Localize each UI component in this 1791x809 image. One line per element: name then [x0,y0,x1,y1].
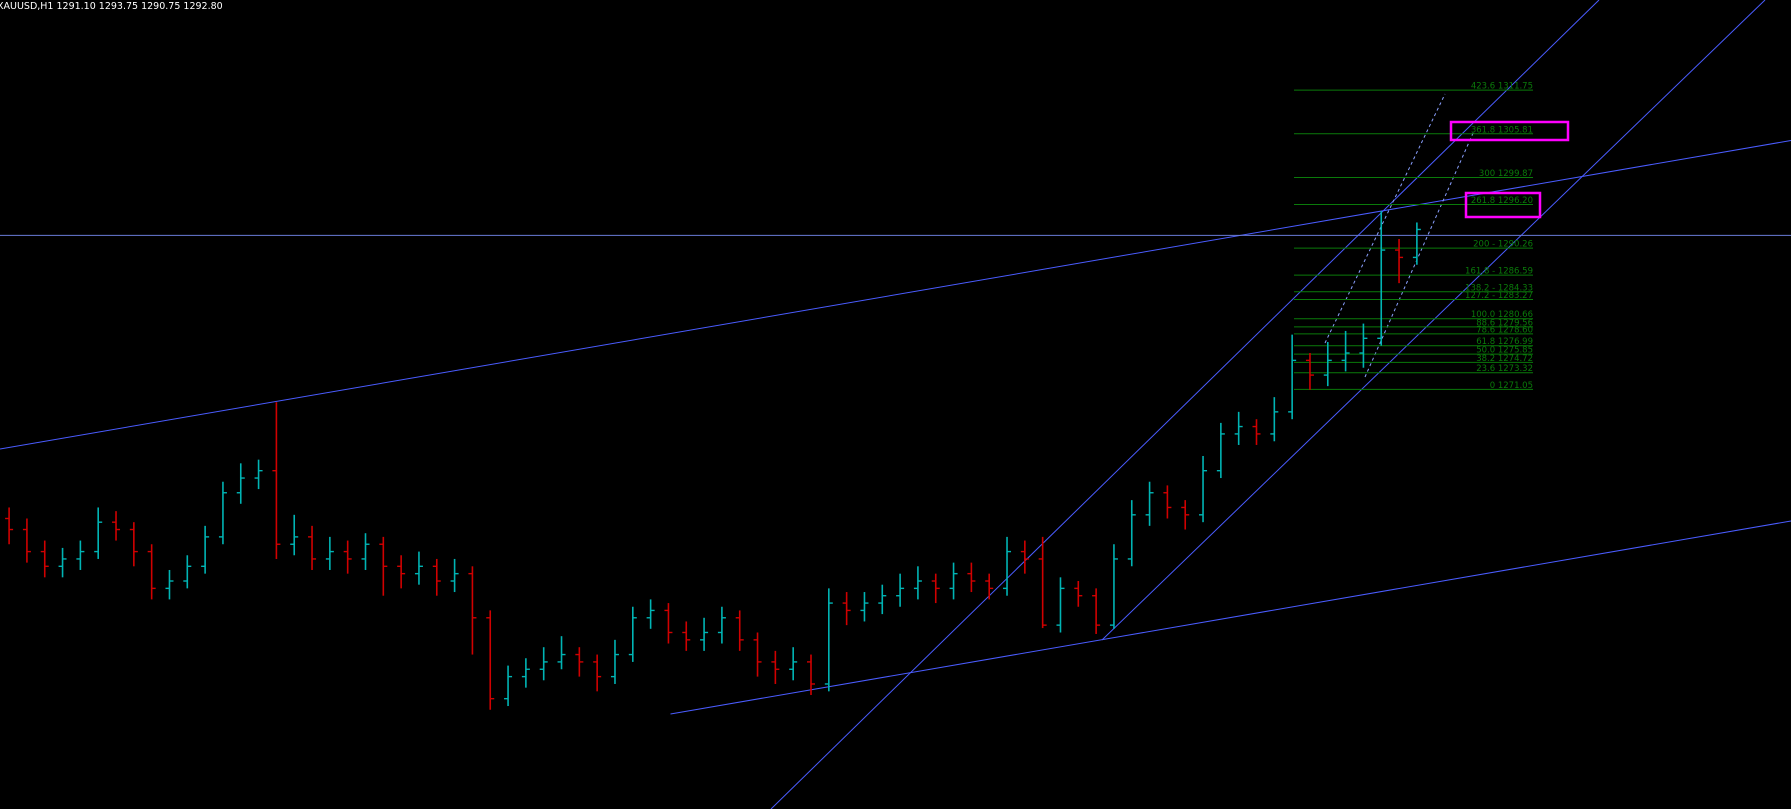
fibonacci: 423.6 1311.75 361.8 1305.81 300 1299.87 261… [1294,82,1533,391]
fib-label: 423.6 1311.75 [1471,82,1533,92]
highlight-box [1449,120,1570,142]
trend-line [670,520,1791,715]
fib-label: 300 1299.87 [1479,169,1533,179]
fib-label: 261.8 1296.20 [1471,196,1533,206]
ohlc-bars [5,211,1421,710]
highlight-box [1464,191,1542,219]
fib-label: 38.2 1274.72 [1476,354,1533,364]
fib-label: 161.8 - 1286.59 [1465,267,1533,277]
fib-label: 88.6 1279.56 [1476,318,1533,328]
dashed-line [1364,130,1475,378]
fib-label: 0 1271.05 [1490,381,1533,391]
dashed-line [1324,93,1446,344]
fib-label: 100.0 1280.66 [1471,310,1533,320]
fib-label: 127.2 - 1283.27 [1465,291,1533,301]
fib-label: 138.2 - 1284.33 [1465,283,1533,293]
fib-label: 23.6 1273.32 [1476,364,1533,374]
fib-label: 200 - 1290.26 [1473,240,1533,250]
fib-label: 61.8 1276.99 [1476,337,1533,347]
chart-title: XAUUSD,H1 1291.10 1293.75 1290.75 1292.8… [0,1,223,12]
fib-label: 50.0 1275.85 [1476,346,1533,356]
channel-line [1101,0,1766,641]
fib-label: 361.8 1305.81 [1471,125,1533,135]
fib-label: 78.6 1278.60 [1476,325,1533,335]
channel-line [770,0,1600,809]
